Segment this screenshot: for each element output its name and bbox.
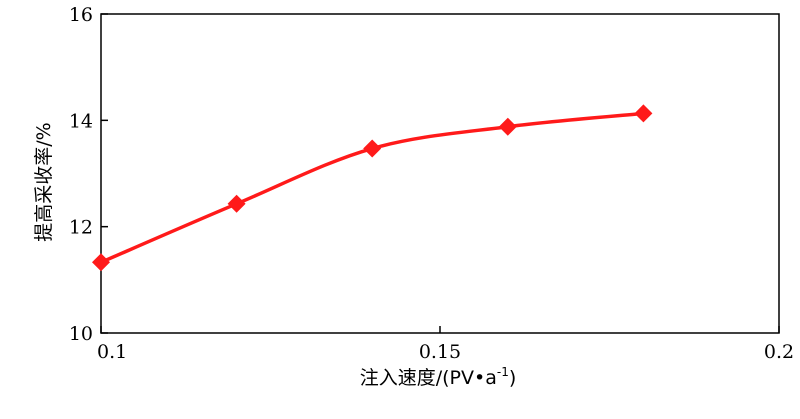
x-axis-title-superscript: -1 xyxy=(497,365,509,379)
data-point xyxy=(363,139,382,158)
data-point xyxy=(92,253,110,272)
x-tick-label: 0.1 xyxy=(97,341,127,363)
x-tick-label: 0.15 xyxy=(419,341,461,363)
axis-tick-labels: 0.1 0.15 0.2 10 12 14 16 xyxy=(69,4,794,363)
x-axis-title-close: ) xyxy=(509,367,516,389)
y-tick-label: 10 xyxy=(69,323,93,345)
data-point xyxy=(634,104,653,123)
series-layer xyxy=(92,104,653,272)
axis-ticks xyxy=(100,13,780,334)
y-tick-label: 16 xyxy=(69,4,93,26)
y-axis-title: 提高采收率/% xyxy=(33,122,55,241)
x-axis-title: 注入速度/(PV•a-1) xyxy=(360,365,517,389)
x-axis-title-main: 注入速度/(PV•a xyxy=(360,367,497,389)
plot-frame xyxy=(100,13,780,334)
data-point xyxy=(498,117,517,136)
series-line xyxy=(100,111,644,264)
y-tick-label: 12 xyxy=(69,217,93,239)
y-tick-label: 14 xyxy=(69,110,93,132)
data-point xyxy=(227,194,246,213)
x-tick-label: 0.2 xyxy=(764,341,794,363)
